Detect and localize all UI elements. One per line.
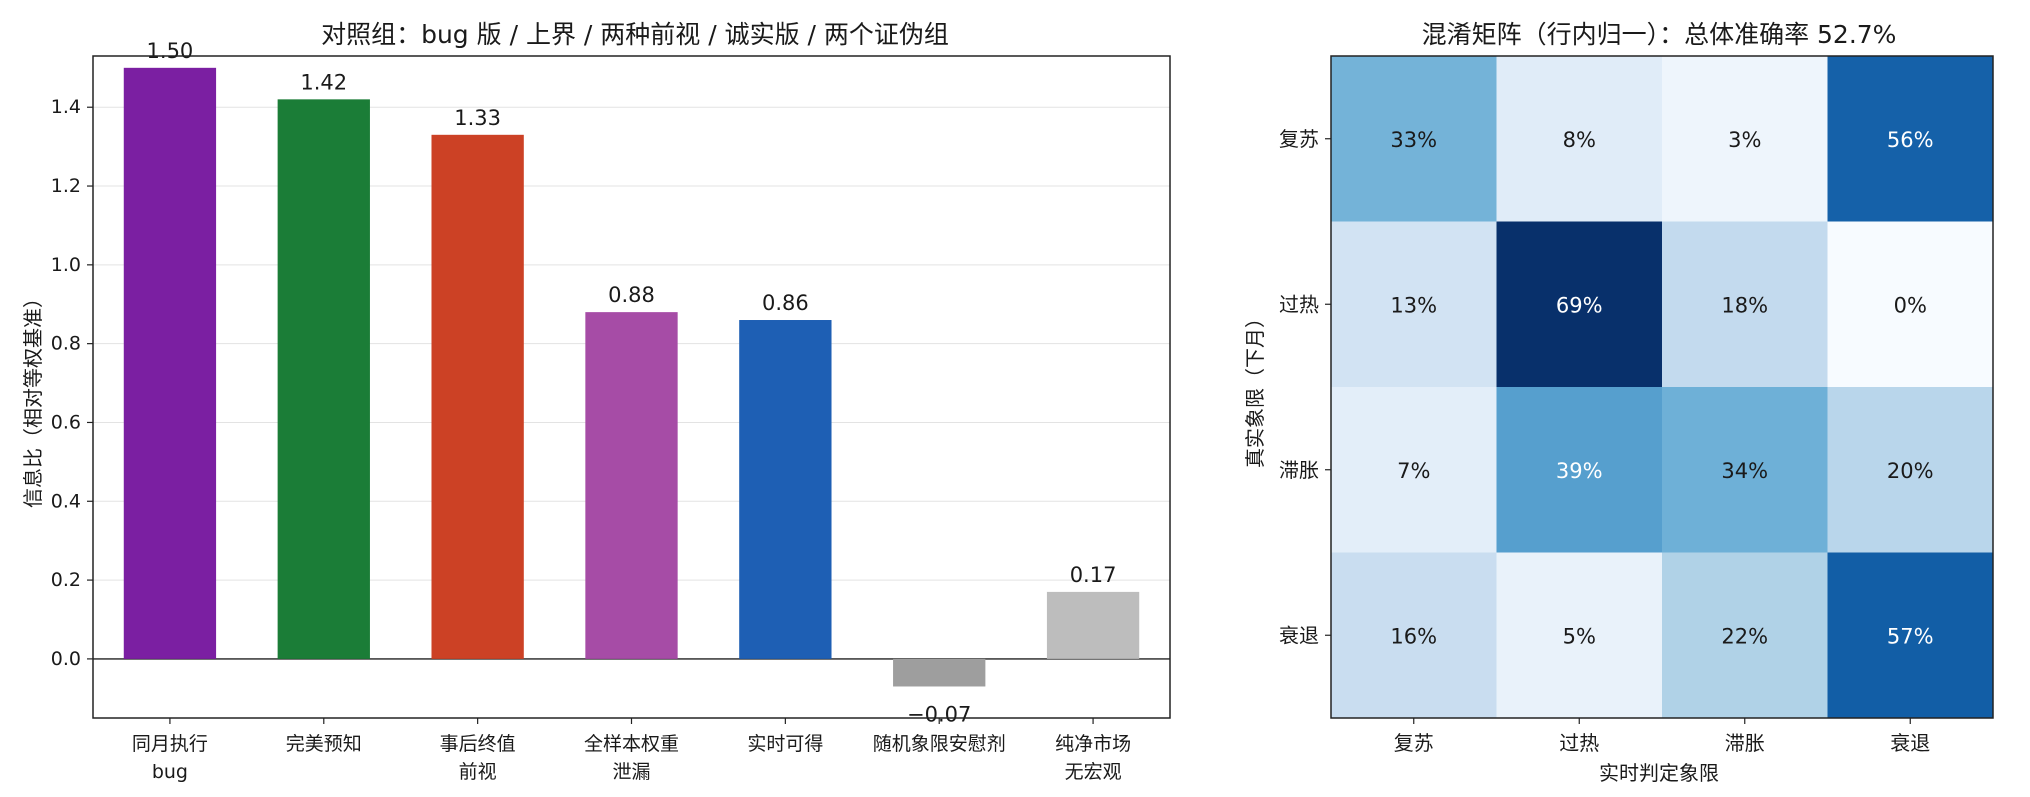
bar-value-label: 0.86 <box>762 291 809 315</box>
heatmap-cell-label: 13% <box>1390 293 1437 317</box>
bar-chart-x-tick-label: 无宏观 <box>1065 761 1122 783</box>
bar-chart: 对照组：bug 版 / 上界 / 两种前视 / 诚实版 / 两个证伪组 信息比（… <box>21 20 1171 783</box>
confusion-matrix: 混淆矩阵（行内归一）：总体准确率 52.7% 真实象限（下月） 实时判定象限 3… <box>1243 20 1994 785</box>
heatmap-cell-label: 18% <box>1721 293 1768 317</box>
heatmap-cell <box>1662 552 1828 718</box>
heatmap-cell <box>1662 56 1828 222</box>
heatmap-x-tick-label: 过热 <box>1559 731 1599 755</box>
heatmap-frame <box>1330 55 1994 719</box>
bar-chart-y-tick-label: 1.4 <box>51 96 81 118</box>
bar-chart-x-tick-label: 同月执行 <box>132 733 208 755</box>
heatmap-cell <box>1827 221 1993 387</box>
bar-value-label: 1.42 <box>300 70 347 94</box>
heatmap-x-ticks: 复苏 过热 滞胀 衰退 <box>1394 718 1930 755</box>
heatmap-cell <box>1662 387 1828 553</box>
heatmap-y-tick-label: 复苏 <box>1279 127 1319 151</box>
bar-chart-x-tick-label: bug <box>152 761 188 783</box>
bar-value-label: 1.33 <box>454 106 501 130</box>
heatmap-cell <box>1496 387 1662 553</box>
bar <box>431 134 524 659</box>
bar-chart-title: 对照组：bug 版 / 上界 / 两种前视 / 诚实版 / 两个证伪组 <box>321 20 949 49</box>
heatmap-x-tick-label: 滞胀 <box>1725 731 1765 755</box>
heatmap-cell <box>1827 552 1993 718</box>
heatmap-cell-label: 7% <box>1397 459 1430 483</box>
heatmap-cell <box>1331 387 1497 553</box>
bar-chart-x-tick-label: 实时可得 <box>747 733 823 755</box>
heatmap-cell-label: 20% <box>1887 459 1934 483</box>
heatmap-y-tick-label: 过热 <box>1279 292 1319 316</box>
bar-chart-y-axis-label: 信息比（相对等权基准） <box>21 288 45 508</box>
bar-chart-x-tick-label: 前视 <box>459 761 497 783</box>
bar <box>893 658 986 687</box>
heatmap-title: 混淆矩阵（行内归一）：总体准确率 52.7% <box>1422 20 1897 49</box>
bar-chart-y-tick-label: 1.2 <box>51 175 81 197</box>
heatmap-cell-label: 5% <box>1563 624 1596 648</box>
heatmap-cell-label: 56% <box>1887 128 1934 152</box>
heatmap-cell-label: 0% <box>1894 293 1927 317</box>
heatmap-cells <box>1331 56 1993 718</box>
bar-chart-y-ticks: 0.0 0.2 0.4 0.6 0.8 1.0 1.2 1.4 <box>51 96 93 670</box>
bar-chart-value-labels: 1.501.421.330.88 0.86−0.070.17 <box>147 39 1117 727</box>
heatmap-x-axis-label: 实时判定象限 <box>1599 761 1719 785</box>
bar-chart-x-tick-label: 事后终值 <box>440 733 516 755</box>
bar <box>739 320 832 659</box>
heatmap-cell <box>1662 221 1828 387</box>
heatmap-cell <box>1331 221 1497 387</box>
bar-chart-y-tick-label: 1.0 <box>51 254 81 276</box>
bar-chart-bars <box>123 67 1140 687</box>
bar-chart-frame <box>92 55 1171 719</box>
bar-chart-x-tick-label: 全样本权重 <box>584 733 679 755</box>
heatmap-cell-label: 39% <box>1556 459 1603 483</box>
heatmap-x-tick-label: 复苏 <box>1394 731 1434 755</box>
heatmap-cell <box>1496 552 1662 718</box>
heatmap-cell-label: 69% <box>1556 293 1603 317</box>
heatmap-cell-label: 8% <box>1563 128 1596 152</box>
heatmap-cell <box>1827 387 1993 553</box>
heatmap-x-tick-label: 衰退 <box>1890 731 1930 755</box>
bar-chart-y-tick-label: 0.6 <box>51 411 81 433</box>
bar-chart-y-tick-label: 0.8 <box>51 333 81 355</box>
heatmap-cell-label: 16% <box>1390 624 1437 648</box>
heatmap-y-tick-label: 衰退 <box>1279 623 1319 647</box>
heatmap-cell <box>1496 221 1662 387</box>
bar-value-label: 1.50 <box>147 39 194 63</box>
bar-value-label: 0.17 <box>1070 563 1117 587</box>
heatmap-y-axis-label: 真实象限（下月） <box>1243 308 1267 468</box>
heatmap-cell <box>1496 56 1662 222</box>
bar-chart-y-tick-label: 0.4 <box>51 490 81 512</box>
heatmap-cell-label: 34% <box>1721 459 1768 483</box>
heatmap-cell <box>1331 552 1497 718</box>
bar-chart-y-tick-label: 0.2 <box>51 569 81 591</box>
bar-chart-x-tick-label: 泄漏 <box>612 761 650 783</box>
heatmap-cell-label: 33% <box>1390 128 1437 152</box>
heatmap-cell <box>1827 56 1993 222</box>
bar <box>1046 591 1140 659</box>
bar-value-label: 0.88 <box>608 283 655 307</box>
heatmap-y-tick-label: 滞胀 <box>1279 458 1319 482</box>
bar-chart-x-tick-label: 完美预知 <box>286 733 362 755</box>
bar <box>277 99 370 659</box>
heatmap-cell-label: 57% <box>1887 624 1934 648</box>
bar <box>123 67 217 659</box>
bar-chart-y-tick-label: 0.0 <box>51 648 81 670</box>
heatmap-cell-label: 22% <box>1721 624 1768 648</box>
heatmap-cell-labels: 33% 8% 3% 56% 13% 69% 18% 0% 7% 39% 34% 20% 16% 5% 22%… <box>1390 128 1933 649</box>
bar <box>585 312 678 659</box>
bar-chart-x-tick-label: 纯净市场 <box>1055 733 1131 755</box>
bar-chart-x-tick-label: 随机象限安慰剂 <box>873 733 1006 755</box>
heatmap-cell <box>1331 56 1497 222</box>
heatmap-cell-label: 3% <box>1728 128 1761 152</box>
